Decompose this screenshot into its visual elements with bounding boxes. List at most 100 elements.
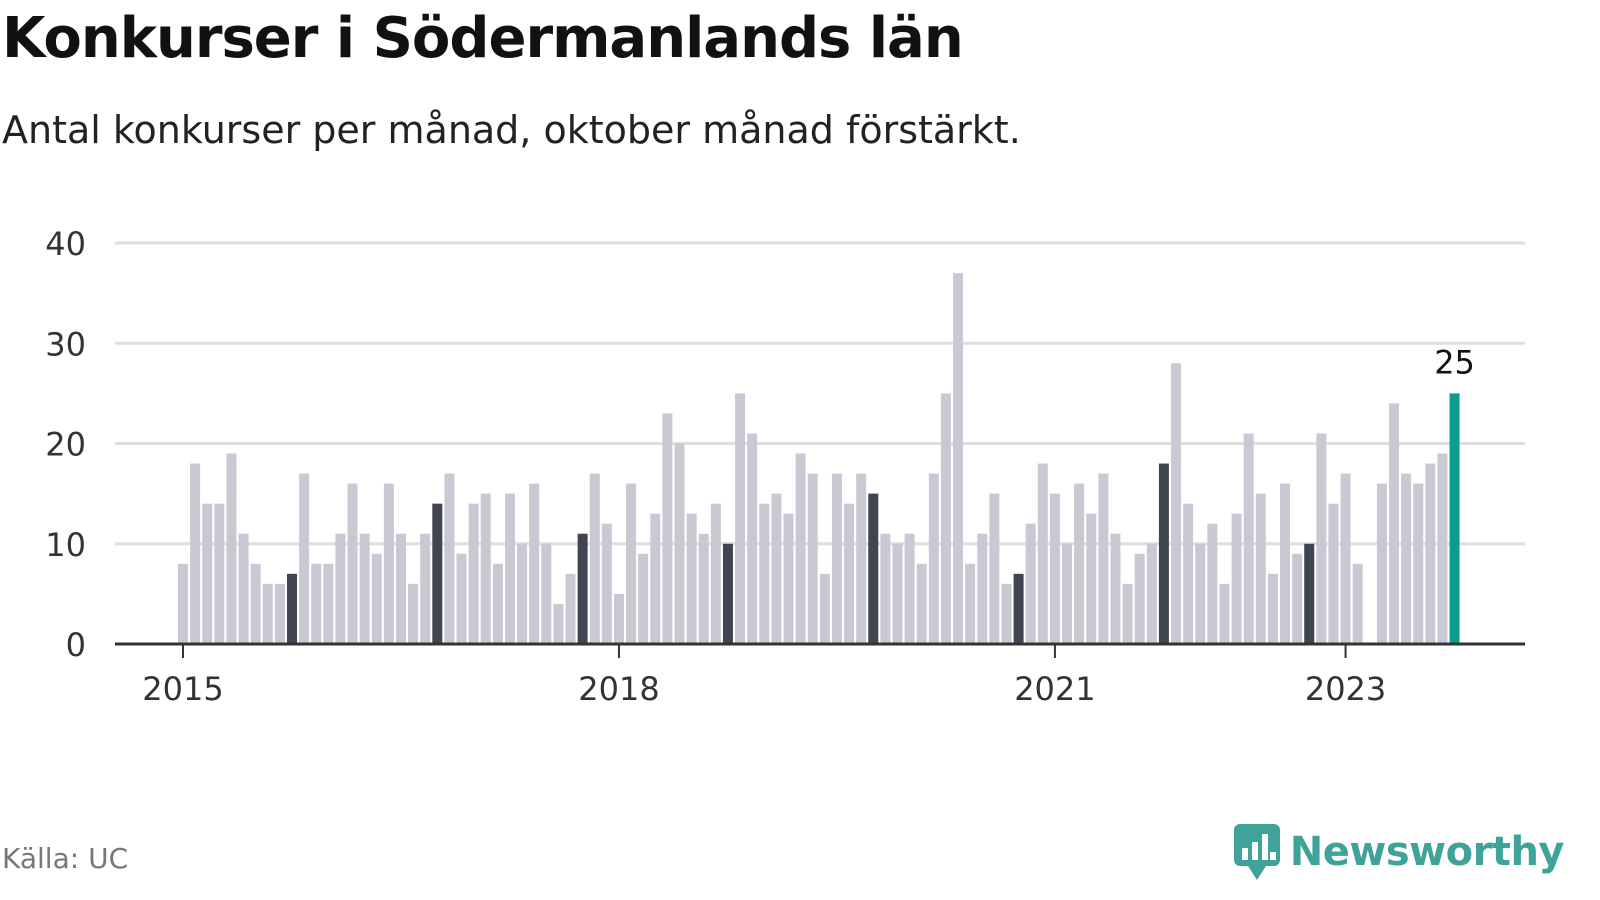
bar	[1401, 473, 1412, 644]
bar	[1086, 513, 1097, 644]
bar	[226, 453, 237, 644]
bar-chart: 0 10 20 30 40 2015 2018 2021 2023 25	[45, 225, 1525, 708]
bar	[1243, 433, 1254, 644]
latest-value-label: 25	[1434, 343, 1475, 381]
bar	[1316, 433, 1327, 644]
brand-logo[interactable]: Newsworthy	[1232, 822, 1565, 882]
bar	[383, 483, 394, 644]
bar	[1449, 393, 1460, 644]
bar	[286, 573, 297, 644]
bar	[613, 593, 624, 644]
y-tick-label: 0	[66, 626, 86, 664]
bar	[601, 523, 612, 644]
bar	[456, 553, 467, 644]
bar	[371, 553, 382, 644]
bar	[420, 533, 431, 644]
bar	[819, 573, 830, 644]
x-tick-label: 2018	[578, 670, 659, 708]
bar	[953, 273, 964, 644]
bar	[1255, 493, 1266, 644]
bar	[916, 563, 927, 644]
bar	[662, 413, 673, 644]
bar	[262, 583, 273, 644]
gridlines	[115, 241, 1525, 546]
bar	[1183, 503, 1194, 644]
bar	[1074, 483, 1085, 644]
bar	[1037, 463, 1048, 644]
newsworthy-logo-icon	[1233, 824, 1280, 880]
bar	[408, 583, 419, 644]
bar	[1376, 483, 1387, 644]
bar	[214, 503, 225, 644]
bar	[299, 473, 310, 644]
bar	[444, 473, 455, 644]
bar	[880, 533, 891, 644]
bar	[1158, 463, 1169, 644]
bar	[1328, 503, 1339, 644]
bar	[989, 493, 1000, 644]
bar	[674, 443, 685, 644]
bar	[722, 543, 733, 644]
bar	[698, 533, 709, 644]
x-tick-label: 2021	[1014, 670, 1095, 708]
bar	[747, 433, 758, 644]
bar	[468, 503, 479, 644]
bar	[1062, 543, 1073, 644]
bar	[335, 533, 346, 644]
bar	[795, 453, 806, 644]
bar	[1219, 583, 1230, 644]
bar	[1195, 543, 1206, 644]
bar	[686, 513, 697, 644]
bar	[1122, 583, 1133, 644]
y-tick-label: 30	[45, 325, 86, 363]
chart-subtitle: Antal konkurser per månad, oktober månad…	[2, 108, 1021, 152]
bar	[1001, 583, 1012, 644]
bar	[347, 483, 358, 644]
bar	[432, 503, 443, 644]
bar	[783, 513, 794, 644]
bar	[928, 473, 939, 644]
y-tick-label: 10	[45, 526, 86, 564]
bar	[1231, 513, 1242, 644]
bar	[638, 553, 649, 644]
bar	[1340, 473, 1351, 644]
bar	[311, 563, 322, 644]
bar	[807, 473, 818, 644]
bar	[529, 483, 540, 644]
y-tick-label: 20	[45, 426, 86, 464]
x-tick-label: 2015	[142, 670, 223, 708]
bar	[541, 543, 552, 644]
bar	[178, 563, 188, 644]
bar	[359, 533, 370, 644]
bar	[517, 543, 528, 644]
bar	[202, 503, 213, 644]
labels: 0 10 20 30 40 2015 2018 2021 2023 25	[45, 225, 1475, 708]
bar	[1437, 453, 1448, 644]
bar	[1049, 493, 1060, 644]
axes	[115, 642, 1525, 658]
bar	[1171, 363, 1182, 644]
bar	[1025, 523, 1036, 644]
bar	[492, 563, 503, 644]
bar	[1304, 543, 1315, 644]
chart-title: Konkurser i Södermanlands län	[2, 6, 964, 71]
bar	[553, 603, 564, 644]
source-note: Källa: UC	[2, 842, 129, 875]
bar	[1146, 543, 1157, 644]
bar	[274, 583, 285, 644]
bar	[1134, 553, 1145, 644]
bar	[1098, 473, 1109, 644]
bar	[1280, 483, 1291, 644]
bar	[650, 513, 661, 644]
bars	[178, 273, 1460, 644]
bar	[965, 563, 976, 644]
bar	[250, 563, 261, 644]
bar	[190, 463, 201, 644]
bar	[892, 543, 903, 644]
brand-name: Newsworthy	[1289, 829, 1565, 875]
bar	[710, 503, 721, 644]
bar	[626, 483, 637, 644]
bar	[1292, 553, 1303, 644]
x-tick-label: 2023	[1305, 670, 1386, 708]
bar	[1413, 483, 1424, 644]
